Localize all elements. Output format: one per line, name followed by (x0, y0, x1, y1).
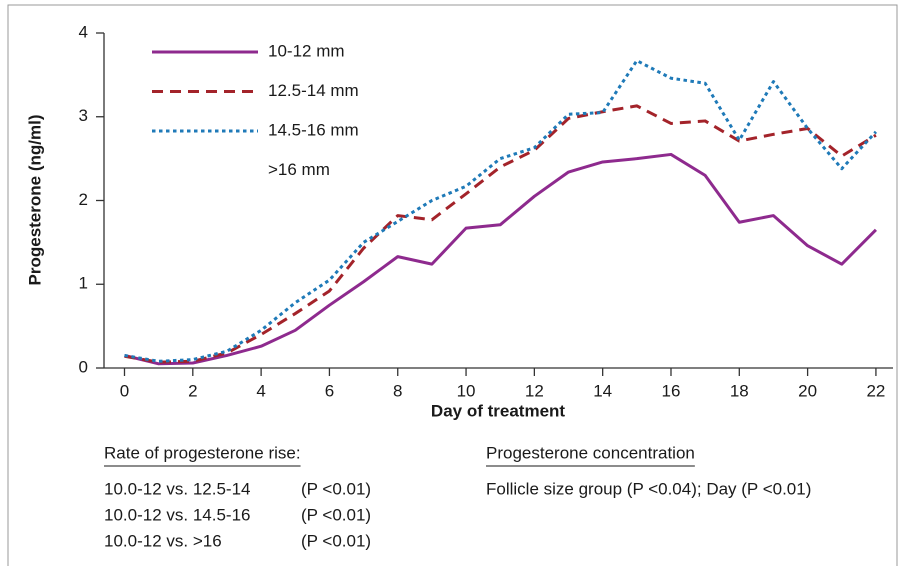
y-axis-label: Progesterone (ng/ml) (25, 115, 44, 286)
note-heading: Progesterone concentration (486, 443, 695, 462)
x-tick-label: 6 (325, 381, 334, 400)
legend-label: 12.5-14 mm (268, 81, 359, 100)
series-line (124, 59, 878, 363)
x-tick-label: 4 (256, 381, 265, 400)
x-tick-label: 8 (393, 381, 402, 400)
y-tick-label: 1 (79, 274, 88, 293)
note-text: 10.0-12 vs. 14.5-16 (104, 505, 250, 524)
note-text: 10.0-12 vs. >16 (104, 531, 222, 550)
x-tick-label: 2 (188, 381, 197, 400)
series-line (124, 104, 877, 364)
y-tick-label: 0 (79, 357, 88, 376)
series-line (124, 152, 877, 366)
note-p-value: (P <0.01) (301, 505, 371, 524)
note-text: 10.0-12 vs. 12.5-14 (104, 479, 250, 498)
y-tick-label: 3 (79, 106, 88, 125)
legend-label: 10-12 mm (268, 41, 345, 60)
legend-label: 14.5-16 mm (268, 120, 359, 139)
frame (7, 4, 898, 566)
note-text: Follicle size group (P <0.04); Day (P <0… (486, 479, 811, 498)
note-p-value: (P <0.01) (301, 479, 371, 498)
x-tick-label: 16 (662, 381, 681, 400)
y-tick-label: 2 (79, 190, 88, 209)
x-tick-label: 14 (593, 381, 612, 400)
y-tick-label: 4 (79, 22, 88, 41)
x-tick-label: 20 (798, 381, 817, 400)
x-tick-label: 12 (525, 381, 544, 400)
x-tick-label: 0 (120, 381, 129, 400)
note-p-value: (P <0.01) (301, 531, 371, 550)
note-heading: Rate of progesterone rise: (104, 443, 301, 462)
x-tick-label: 10 (457, 381, 476, 400)
x-tick-label: 18 (730, 381, 749, 400)
legend-label: >16 mm (268, 160, 330, 179)
x-axis-label: Day of treatment (431, 401, 565, 420)
x-tick-label: 22 (866, 381, 885, 400)
